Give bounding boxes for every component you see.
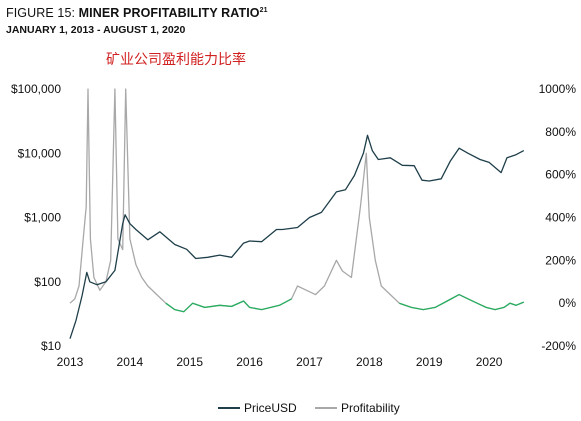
legend-item-priceusd: PriceUSD xyxy=(218,401,297,415)
series-layer xyxy=(69,88,525,339)
chart-title: FIGURE 15: MINER PROFITABILITY RATIO21 xyxy=(6,6,268,20)
chart-annotation: 矿业公司盈利能力比率 xyxy=(106,52,246,68)
y-left-tick-label: $1,000 xyxy=(24,211,61,225)
chart-canvas: $10 $100 $1,000 $10,000 $100,000 -200% 0% 200% 4… xyxy=(11,82,576,369)
series-line-profitability xyxy=(69,88,525,313)
chart-legend: PriceUSD Profitability xyxy=(0,401,581,419)
y-left-tick-label: $10,000 xyxy=(18,146,62,160)
title-footnote: 21 xyxy=(259,6,268,14)
legend-label: PriceUSD xyxy=(244,401,297,415)
y-right-tick-label: 400% xyxy=(545,211,576,225)
y-left-tick-label: $100 xyxy=(34,275,61,289)
x-tick-label: 2015 xyxy=(176,355,203,369)
axis-layer: $10 $100 $1,000 $10,000 $100,000 -200% 0% 200% 4… xyxy=(11,82,576,369)
chart-subtitle: JANUARY 1, 2013 - AUGUST 1, 2020 xyxy=(6,24,186,36)
x-tick-label: 2020 xyxy=(476,355,503,369)
legend-swatch xyxy=(218,407,240,409)
series-line-priceusd xyxy=(69,134,525,339)
series-line-low-segment xyxy=(165,298,292,313)
series-line-low-segment xyxy=(399,293,525,311)
title-text: MINER PROFITABILITY RATIO xyxy=(78,6,260,20)
y-right-tick-label: 200% xyxy=(545,253,576,267)
x-tick-label: 2013 xyxy=(57,355,84,369)
legend-item-profitability: Profitability xyxy=(315,401,400,415)
x-tick-label: 2019 xyxy=(416,355,443,369)
x-tick-label: 2014 xyxy=(117,355,144,369)
y-right-tick-label: 800% xyxy=(545,125,576,139)
y-left-tick-label: $100,000 xyxy=(11,82,61,96)
legend-label: Profitability xyxy=(341,401,400,415)
x-tick-label: 2018 xyxy=(356,355,383,369)
x-tick-label: 2017 xyxy=(296,355,323,369)
y-right-tick-label: 0% xyxy=(559,296,577,310)
legend-swatch xyxy=(315,407,337,409)
y-right-tick-label: 600% xyxy=(545,168,576,182)
x-tick-label: 2016 xyxy=(236,355,263,369)
y-right-tick-label: -200% xyxy=(541,339,576,353)
y-right-tick-label: 1000% xyxy=(539,82,577,96)
figure-label: FIGURE 15: xyxy=(6,6,76,20)
y-left-tick-label: $10 xyxy=(41,339,61,353)
